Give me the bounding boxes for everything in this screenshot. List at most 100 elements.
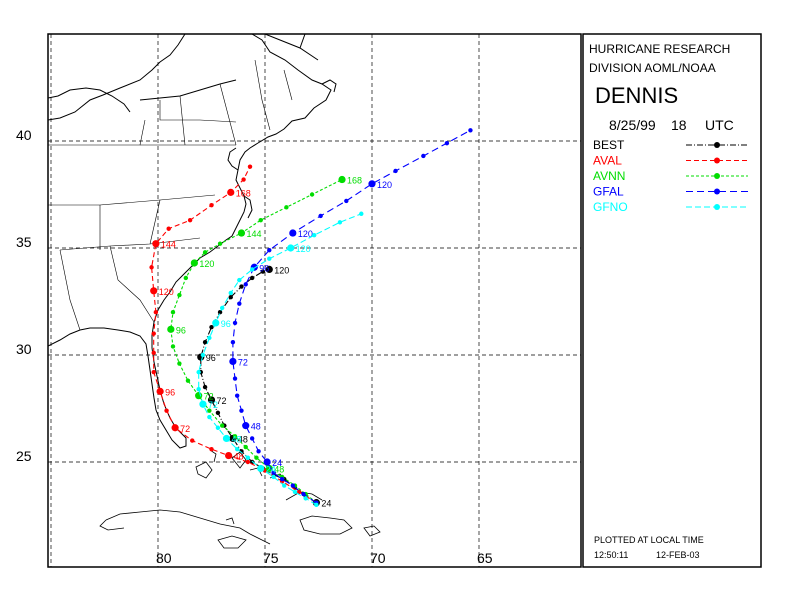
track-point bbox=[368, 180, 376, 188]
track-point bbox=[153, 310, 159, 315]
track-point bbox=[207, 396, 216, 404]
lat-label-40: 40 bbox=[16, 127, 32, 143]
track-point bbox=[185, 378, 191, 383]
track-point bbox=[421, 153, 426, 159]
track-point bbox=[314, 502, 319, 507]
track-point bbox=[215, 425, 221, 430]
track-point bbox=[242, 422, 250, 430]
legend-item-best: BEST bbox=[593, 138, 748, 152]
track-point bbox=[228, 290, 233, 296]
track-point bbox=[177, 292, 182, 298]
legend-item-aval: AVAL bbox=[593, 154, 748, 168]
lon-axis: 80 75 70 65 bbox=[156, 550, 493, 566]
track-point bbox=[232, 376, 238, 381]
init-hour: 18 bbox=[671, 117, 687, 133]
track-point bbox=[195, 392, 203, 400]
track-point bbox=[164, 408, 169, 413]
track-point bbox=[209, 324, 214, 330]
forecast-hour-label: 48 bbox=[238, 434, 248, 444]
track-point bbox=[258, 217, 263, 223]
track-point bbox=[247, 164, 253, 169]
track-point bbox=[256, 449, 261, 454]
track-point bbox=[289, 229, 297, 237]
track-point bbox=[177, 361, 182, 366]
plotted-note: PLOTTED AT LOCAL TIME bbox=[594, 535, 704, 545]
track-point bbox=[254, 455, 259, 460]
legend-item-gfal: GFAL bbox=[593, 185, 748, 199]
track-point bbox=[271, 474, 276, 480]
track-point bbox=[297, 489, 302, 495]
track-point bbox=[263, 458, 271, 466]
track-point bbox=[151, 331, 156, 336]
track-point bbox=[301, 491, 306, 497]
track-point bbox=[468, 128, 473, 133]
track-point bbox=[187, 217, 193, 223]
forecast-hour-label: 96 bbox=[176, 325, 186, 335]
track-point bbox=[220, 305, 225, 311]
track-point bbox=[149, 265, 154, 270]
track-avnn: 48 72 96 120 144 168 bbox=[167, 176, 362, 505]
track-point bbox=[196, 387, 201, 392]
forecast-hour-label: 96 bbox=[221, 319, 231, 329]
track-point bbox=[279, 476, 285, 482]
track-point bbox=[230, 339, 236, 345]
legend-marker bbox=[714, 142, 720, 148]
plot-date: 12-FEB-03 bbox=[656, 550, 700, 560]
track-point bbox=[282, 483, 287, 488]
track-point bbox=[190, 259, 198, 267]
track-point bbox=[267, 247, 272, 253]
track-point bbox=[237, 301, 242, 306]
info-panel-frame bbox=[582, 33, 762, 568]
legend-marker bbox=[714, 157, 720, 164]
track-point bbox=[249, 275, 255, 281]
track-point bbox=[344, 198, 349, 204]
track-point bbox=[232, 434, 238, 439]
track-point bbox=[234, 446, 240, 452]
org-line-1: HURRICANE RESEARCH bbox=[589, 42, 730, 56]
map-frame bbox=[47, 33, 582, 568]
track-point bbox=[199, 400, 207, 408]
legend-label: AVNN bbox=[593, 169, 625, 183]
track-point bbox=[318, 213, 323, 219]
track-point bbox=[190, 438, 195, 443]
track-point bbox=[202, 339, 208, 345]
track-point bbox=[225, 451, 233, 460]
forecast-hour-label: 72 bbox=[180, 424, 190, 434]
track-point bbox=[212, 319, 220, 327]
forecast-tracks: 2448729612048729612014416848729612014416… bbox=[149, 128, 473, 509]
track-point bbox=[287, 244, 295, 252]
forecast-hour-label: 24 bbox=[266, 464, 276, 474]
lat-axis: 40 35 30 25 bbox=[16, 127, 32, 464]
init-tz: UTC bbox=[705, 117, 734, 133]
track-point bbox=[150, 287, 158, 295]
info-panel: HURRICANE RESEARCH DIVISION AOML/NOAA DE… bbox=[582, 33, 762, 568]
track-point bbox=[167, 325, 175, 333]
lat-label-35: 35 bbox=[16, 234, 32, 250]
track-point bbox=[171, 424, 179, 432]
lat-lon-grid bbox=[48, 34, 581, 567]
track-point bbox=[237, 277, 242, 283]
forecast-hour-label: 120 bbox=[296, 244, 311, 254]
track-point bbox=[292, 489, 298, 495]
track-point bbox=[151, 350, 156, 356]
lon-label-75: 75 bbox=[263, 550, 279, 566]
legend-item-gfno: GFNO bbox=[593, 200, 748, 214]
forecast-hour-label: 144 bbox=[246, 229, 261, 239]
forecast-hour-label: 72 bbox=[208, 400, 218, 410]
forecast-hour-label: 96 bbox=[165, 387, 175, 397]
forecast-hour-label: 48 bbox=[251, 422, 261, 432]
track-point bbox=[156, 387, 164, 395]
forecast-hour-label: 144 bbox=[161, 240, 176, 250]
legend-label: GFAL bbox=[593, 185, 624, 199]
lat-label-25: 25 bbox=[16, 448, 32, 464]
track-point bbox=[260, 269, 266, 274]
track-point bbox=[232, 320, 238, 326]
track-point bbox=[152, 240, 160, 248]
forecast-hour-label: 120 bbox=[377, 180, 392, 190]
forecast-hour-label: 72 bbox=[217, 396, 227, 406]
track-point bbox=[207, 408, 212, 413]
track-point bbox=[271, 470, 276, 475]
